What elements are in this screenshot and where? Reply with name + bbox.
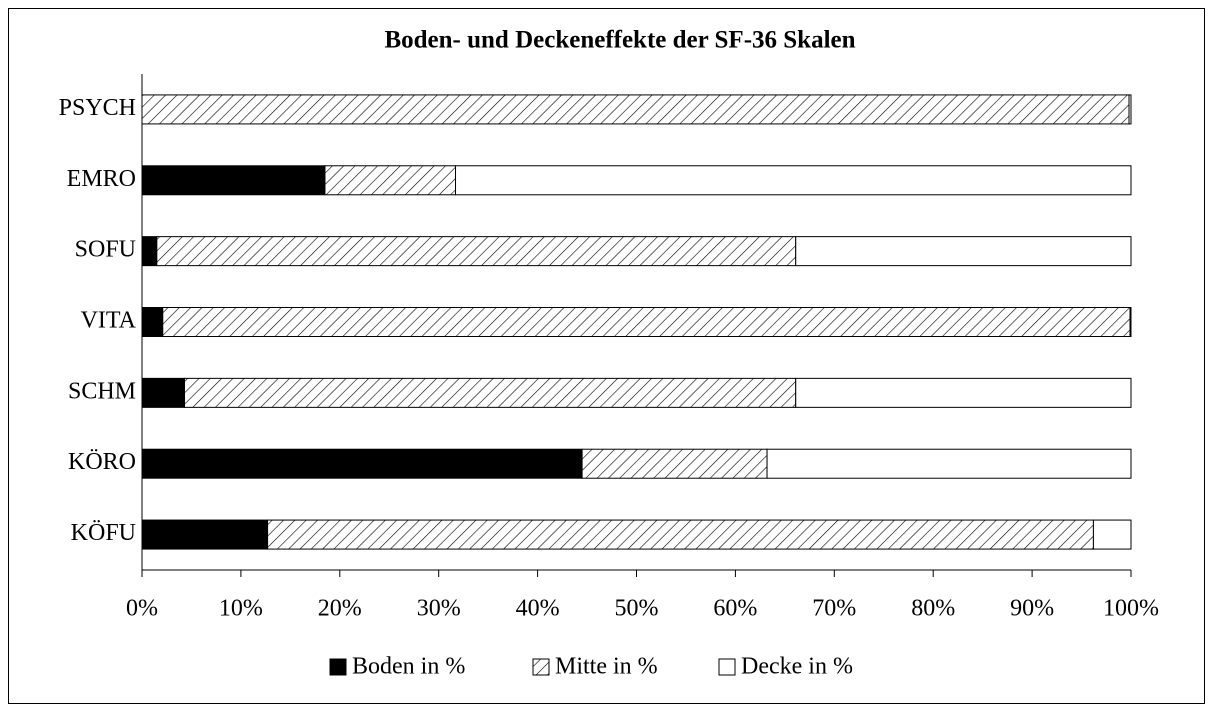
x-tick-label: 70% [812,596,856,622]
bar-segment [184,377,797,408]
legend-label: Boden in % [352,654,465,680]
bar-segment [156,236,797,267]
bar-segment [141,519,269,550]
bar-segment [162,307,1131,337]
legend-swatch [329,658,347,676]
bar-segment [1128,94,1132,125]
y-tick-label: KÖRO [68,449,136,475]
bar-segment [141,307,164,337]
x-tick-label: 40% [516,596,560,622]
bar-segment [141,236,158,267]
x-tick-label: 60% [713,596,757,622]
x-tick-label: 30% [417,596,461,622]
bar-segment [455,165,1132,196]
bar-segment [324,165,457,196]
legend-label: Mitte in % [555,654,658,680]
x-tick-label: 20% [318,596,362,622]
x-tick-label: 100% [1103,596,1159,622]
bar-segment [141,165,326,196]
y-tick-label: EMRO [67,166,136,192]
y-tick-label: VITA [81,308,137,334]
legend-swatch [532,658,550,676]
bar-segment [141,94,1130,125]
y-tick-label: KÖFU [71,520,136,546]
bar-segment [581,448,768,479]
bar-segment [141,448,583,479]
bar-segment [141,377,186,408]
x-tick-label: 0% [126,596,158,622]
y-tick-label: SOFU [75,237,136,263]
bar-segment [795,377,1132,408]
legend-swatch [718,658,736,676]
chart-title: Boden- und Deckeneffekte der SF-36 Skale… [384,27,855,54]
bar-segment [766,448,1132,479]
legend-label: Decke in % [741,654,853,680]
x-tick-label: 90% [1010,596,1054,622]
x-tick-label: 50% [615,596,659,622]
x-tick-label: 80% [911,596,955,622]
bar-segment [1129,307,1132,337]
bar-segment [1092,519,1132,550]
y-tick-label: SCHM [68,378,136,404]
y-tick-label: PSYCH [59,95,136,121]
bar-segment [795,236,1132,267]
x-tick-label: 10% [219,596,263,622]
bar-segment [267,519,1094,550]
